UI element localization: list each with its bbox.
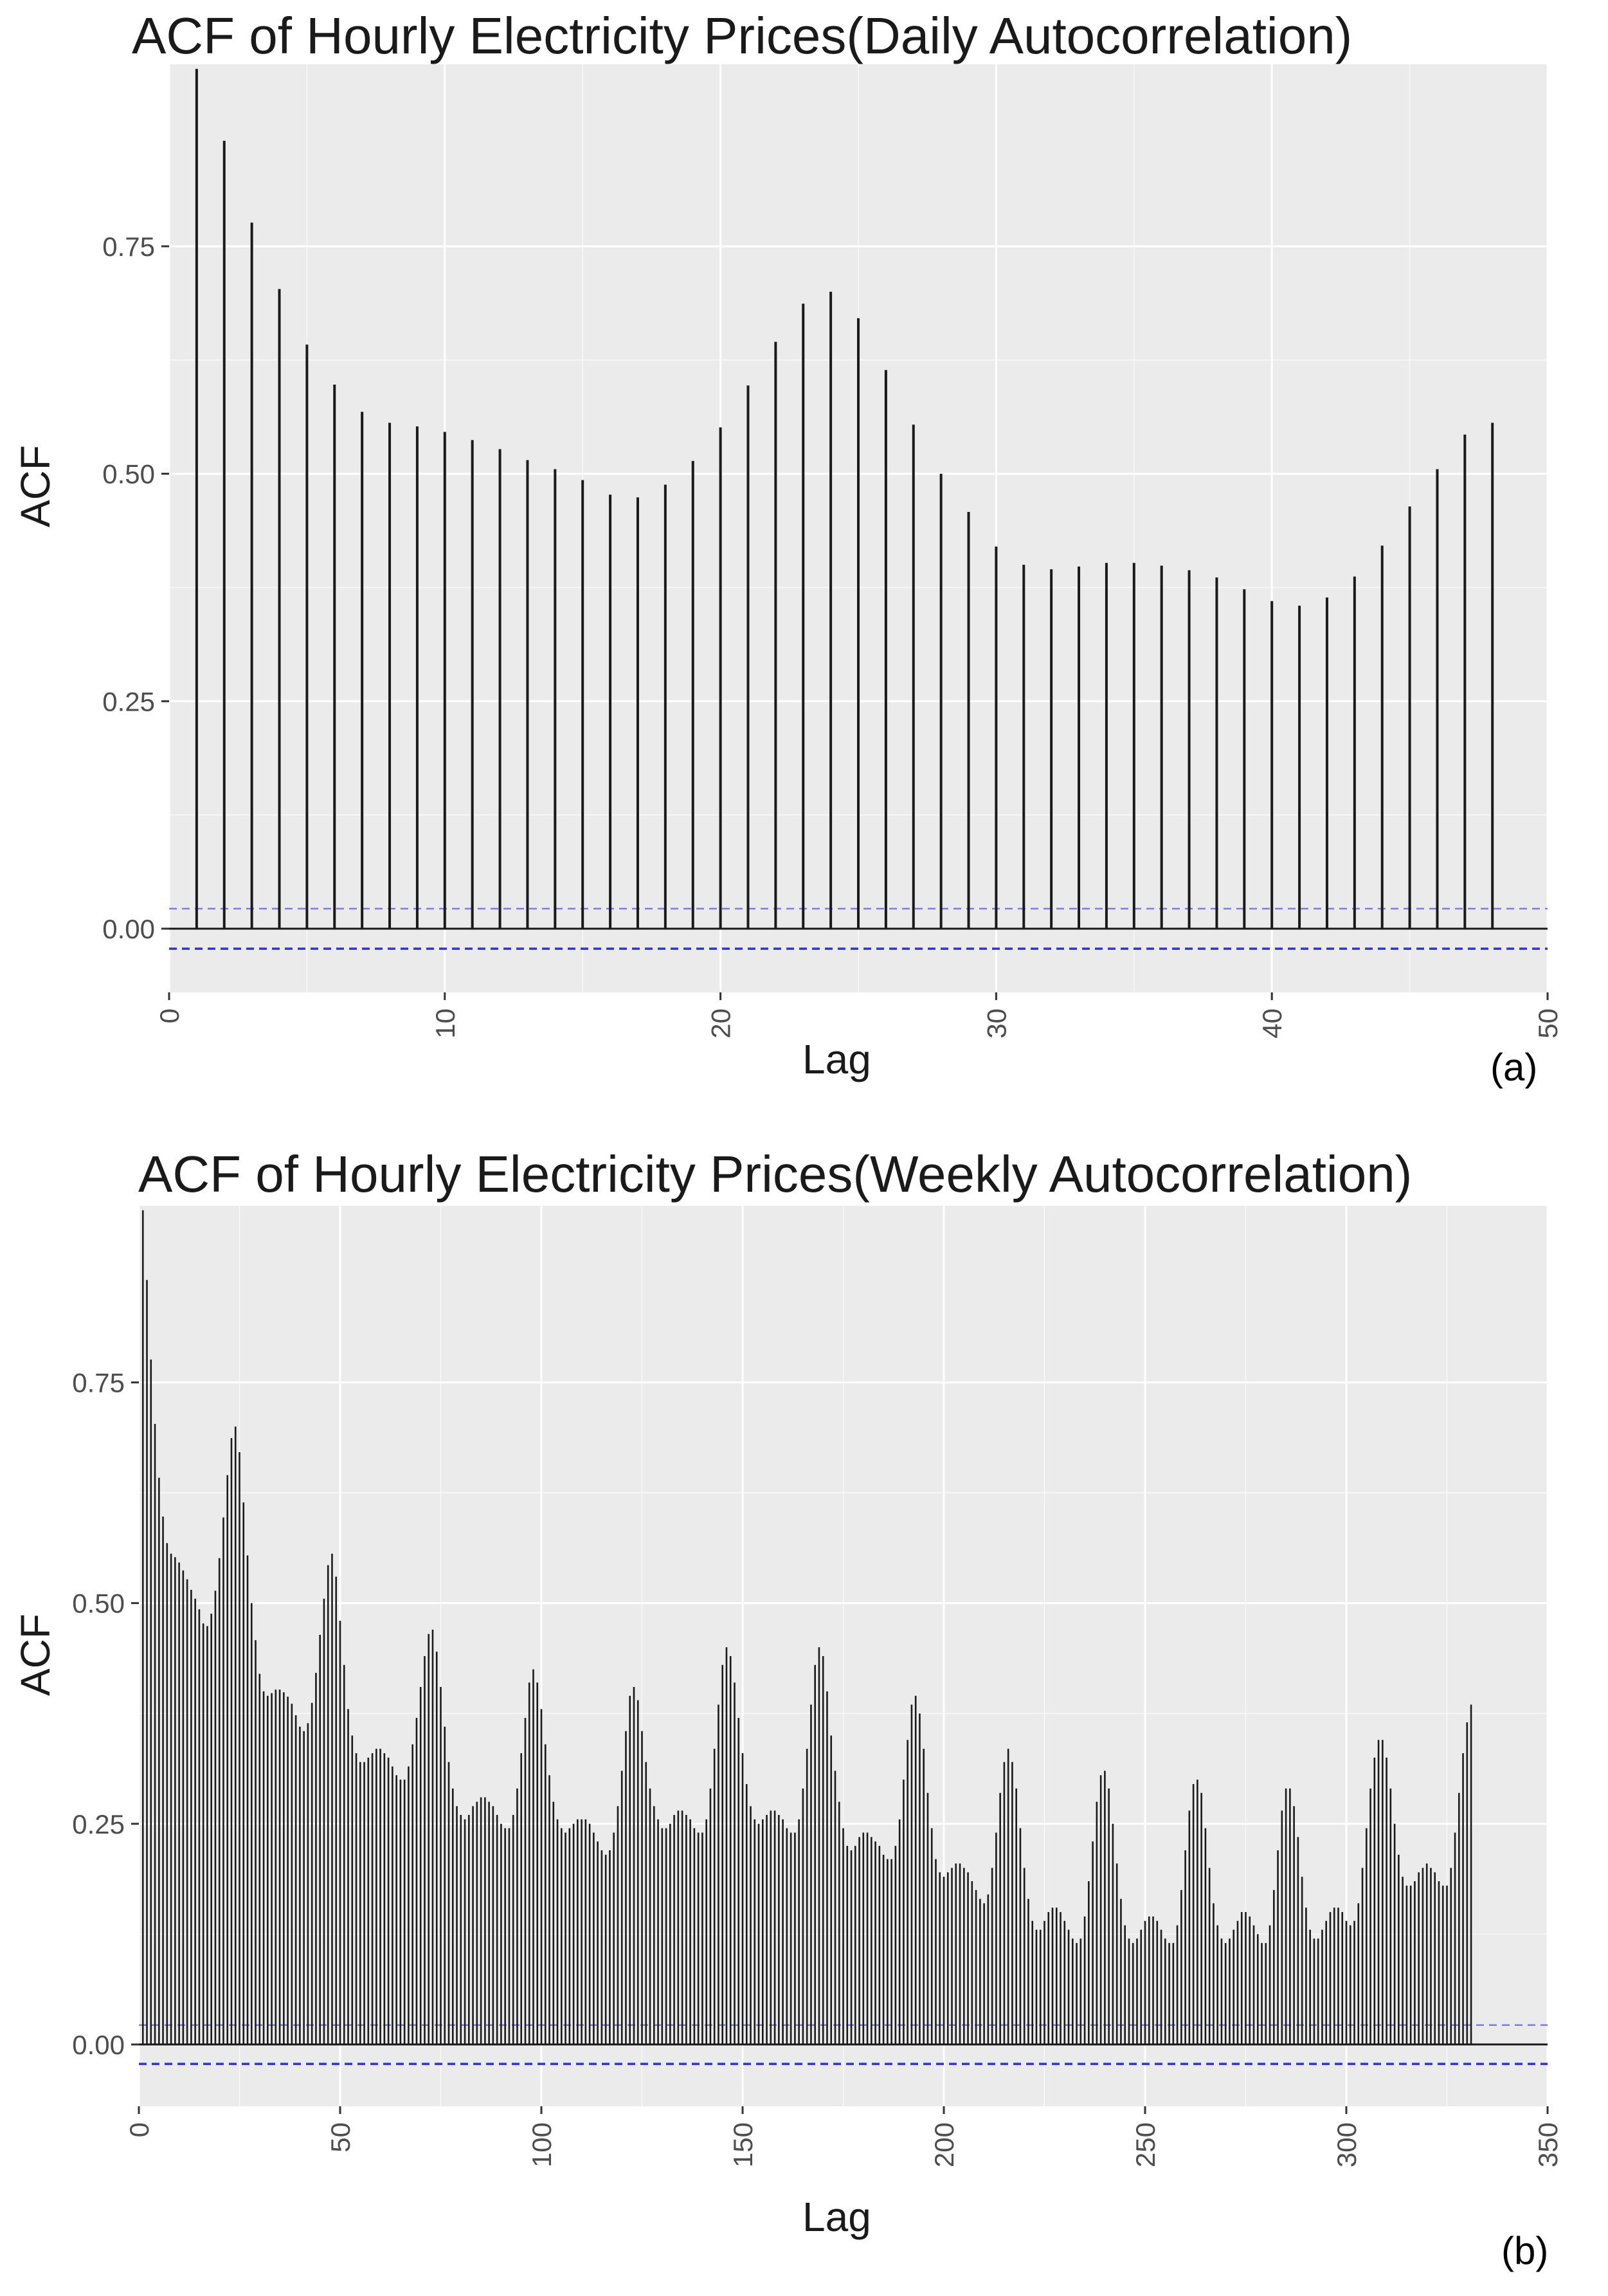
y-tick-label: 0.75 bbox=[102, 232, 155, 262]
y-tick-label: 0.50 bbox=[102, 459, 155, 489]
y-tick-label: 0.25 bbox=[102, 686, 155, 716]
x-tick-label: 100 bbox=[527, 2122, 557, 2167]
x-tick-label: 150 bbox=[728, 2122, 758, 2167]
x-tick-label: 40 bbox=[1257, 1008, 1287, 1039]
y-tick-label: 0.00 bbox=[102, 914, 155, 944]
x-tick-label: 300 bbox=[1332, 2122, 1362, 2167]
x-tick-label: 50 bbox=[1533, 1008, 1563, 1039]
x-tick-label: 10 bbox=[430, 1008, 460, 1039]
y-tick-label: 0.00 bbox=[72, 2030, 125, 2060]
y-axis-label: ACF bbox=[12, 1614, 59, 1696]
x-tick-label: 0 bbox=[124, 2122, 154, 2137]
y-tick-label: 0.50 bbox=[72, 1589, 125, 1619]
acf-daily-chart: 0.00 0.25 0.50 0.75 0 10 20 30 40 50 bbox=[102, 64, 1563, 1039]
x-tick-label: 50 bbox=[325, 2122, 356, 2153]
x-tick-label: 0 bbox=[154, 1008, 185, 1023]
x-tick-label: 30 bbox=[981, 1008, 1011, 1039]
acf-weekly-chart: 0.00 0.25 0.50 0.75 0 50 100 150 200 250 300 350 bbox=[72, 1206, 1563, 2167]
panel-label-b: (b) bbox=[1501, 2229, 1549, 2272]
x-tick-label: 200 bbox=[929, 2122, 959, 2167]
chart-title: ACF of Hourly Electricity Prices(Daily A… bbox=[132, 7, 1353, 64]
x-axis-label: Lag bbox=[802, 1036, 871, 1082]
acf-weekly-figure: ACF of Hourly Electricity Prices(Weekly … bbox=[0, 1122, 1608, 2296]
chart-title: ACF of Hourly Electricity Prices(Weekly … bbox=[138, 1145, 1413, 1203]
x-tick-label: 20 bbox=[706, 1008, 736, 1039]
x-axis-label: Lag bbox=[802, 2194, 871, 2240]
y-tick-label: 0.25 bbox=[72, 1809, 125, 1839]
x-tick-label: 350 bbox=[1533, 2122, 1563, 2167]
acf-daily-figure: ACF of Hourly Electricity Prices(Daily A… bbox=[0, 0, 1608, 1122]
y-tick-label: 0.75 bbox=[72, 1368, 125, 1398]
y-axis-label: ACF bbox=[12, 445, 59, 527]
panel-label-a: (a) bbox=[1490, 1046, 1538, 1089]
x-tick-label: 250 bbox=[1130, 2122, 1161, 2167]
